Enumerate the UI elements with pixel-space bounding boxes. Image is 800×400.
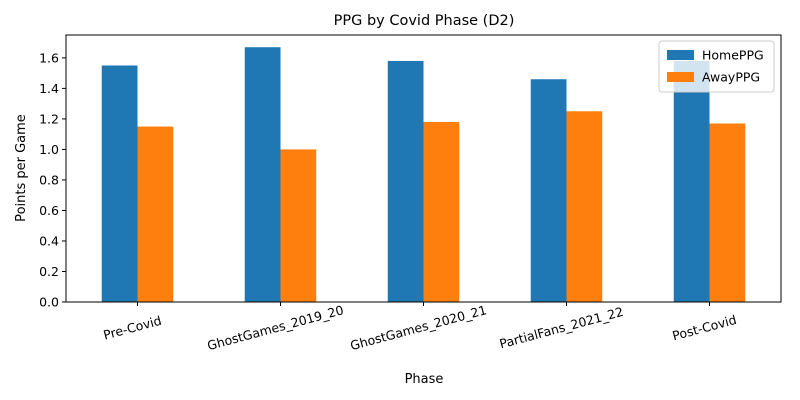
y-tick-label: 0.0 [39, 295, 59, 310]
legend-swatch-homeppg [667, 50, 694, 60]
y-tick-label: 0.2 [39, 264, 59, 279]
bar-awayppg-1 [280, 149, 317, 302]
x-tick-label: PartialFans_2021_22 [498, 304, 625, 352]
bar-homeppg-0 [101, 65, 138, 302]
bars-layer [101, 47, 746, 303]
legend: HomePPG AwayPPG [658, 40, 775, 93]
bar-homeppg-4 [673, 60, 710, 302]
chart-title: PPG by Covid Phase (D2) [334, 13, 515, 29]
y-axis-label: Points per Game [14, 114, 29, 222]
y-axis: 0.0 0.2 0.4 0.6 0.8 1.0 1.2 1.4 1.6 [39, 50, 66, 310]
y-tick-label: 1.2 [39, 111, 59, 126]
y-tick-label: 0.6 [39, 203, 59, 218]
y-tick-label: 1.6 [39, 50, 59, 65]
x-tick-label: Post-Covid [671, 312, 738, 344]
bar-homeppg-3 [530, 79, 567, 302]
x-tick-label: Pre-Covid [102, 313, 163, 343]
x-tick-label: GhostGames_2020_21 [348, 302, 488, 353]
bar-homeppg-1 [244, 47, 281, 303]
y-tick-label: 0.8 [39, 172, 59, 187]
bar-awayppg-0 [137, 126, 174, 302]
x-axis-label: Phase [405, 372, 444, 387]
plot-frame [65, 34, 782, 303]
y-tick-label: 0.4 [39, 233, 59, 248]
x-tick-label: GhostGames_2019_20 [205, 302, 345, 353]
y-tick-label: 1.4 [39, 81, 59, 96]
legend-label-homeppg: HomePPG [702, 48, 764, 63]
bar-awayppg-2 [423, 121, 460, 302]
bar-awayppg-3 [566, 111, 603, 302]
bar-awayppg-4 [709, 123, 746, 303]
legend-label-awayppg: AwayPPG [702, 70, 760, 85]
legend-swatch-awayppg [667, 72, 694, 82]
y-tick-label: 1.0 [39, 142, 59, 157]
bar-homeppg-2 [387, 60, 424, 302]
x-axis: Pre-Covid GhostGames_2019_20 GhostGames_20… [102, 302, 738, 353]
